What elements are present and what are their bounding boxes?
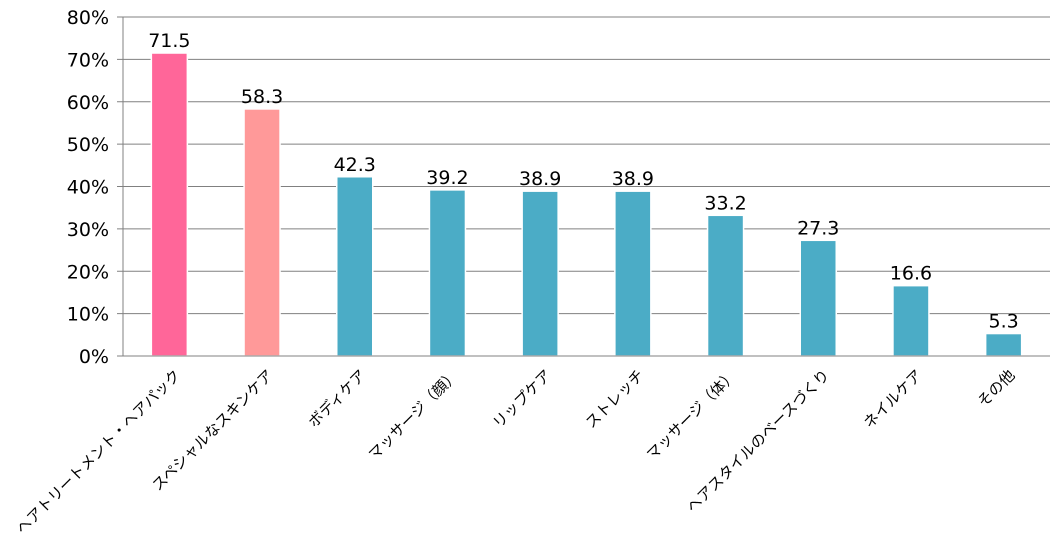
y-tick-label: 0% bbox=[79, 346, 109, 368]
y-tick-labels: 0% 10% 20% 30% 40% 50% 60% 70% 80% bbox=[67, 7, 109, 368]
bar bbox=[428, 189, 467, 357]
bar bbox=[984, 332, 1023, 357]
data-label: 16.6 bbox=[890, 263, 932, 285]
axes bbox=[117, 16, 1050, 357]
x-tick-label: その他 bbox=[974, 366, 1019, 411]
data-label: 27.3 bbox=[797, 217, 839, 239]
data-label: 42.3 bbox=[334, 154, 376, 176]
data-label: 38.9 bbox=[612, 168, 654, 190]
data-label: 71.5 bbox=[148, 30, 190, 52]
bar bbox=[336, 176, 374, 357]
bar bbox=[614, 190, 652, 357]
bar bbox=[706, 214, 745, 357]
bar bbox=[521, 190, 559, 357]
y-tick-label: 20% bbox=[67, 261, 109, 283]
y-tick-label: 70% bbox=[67, 49, 109, 71]
y-tick-label: 80% bbox=[67, 7, 109, 29]
x-tick-label: ボディケア bbox=[305, 366, 370, 431]
y-tick-label: 50% bbox=[67, 134, 109, 156]
x-tick-label: ストレッチ bbox=[582, 366, 648, 432]
y-tick-label: 60% bbox=[67, 92, 109, 114]
bar bbox=[892, 284, 930, 357]
x-tick-label: リップケア bbox=[489, 366, 555, 432]
bar bbox=[150, 52, 189, 357]
y-tick-label: 40% bbox=[67, 177, 109, 199]
data-label: 5.3 bbox=[989, 311, 1019, 333]
bar bbox=[799, 239, 837, 357]
x-tick-label: ネイルケア bbox=[860, 366, 926, 432]
data-label: 39.2 bbox=[426, 167, 468, 189]
bar bbox=[243, 108, 281, 357]
x-tick-label: マッサージ（顔） bbox=[365, 366, 462, 463]
x-tick-label: マッサージ（体） bbox=[643, 366, 740, 463]
data-label: 33.2 bbox=[704, 192, 746, 214]
bars bbox=[150, 52, 1023, 357]
data-label: 38.9 bbox=[519, 168, 561, 190]
y-tick-label: 30% bbox=[67, 219, 109, 241]
y-tick-label: 10% bbox=[67, 304, 109, 326]
data-label: 58.3 bbox=[241, 86, 283, 108]
x-tick-label: ヘアトリートメント・ヘアパック bbox=[13, 366, 185, 538]
data-labels: 71.5 58.3 42.3 39.2 38.9 38.9 33.2 27.3 16.6 5.3 bbox=[148, 30, 1019, 333]
